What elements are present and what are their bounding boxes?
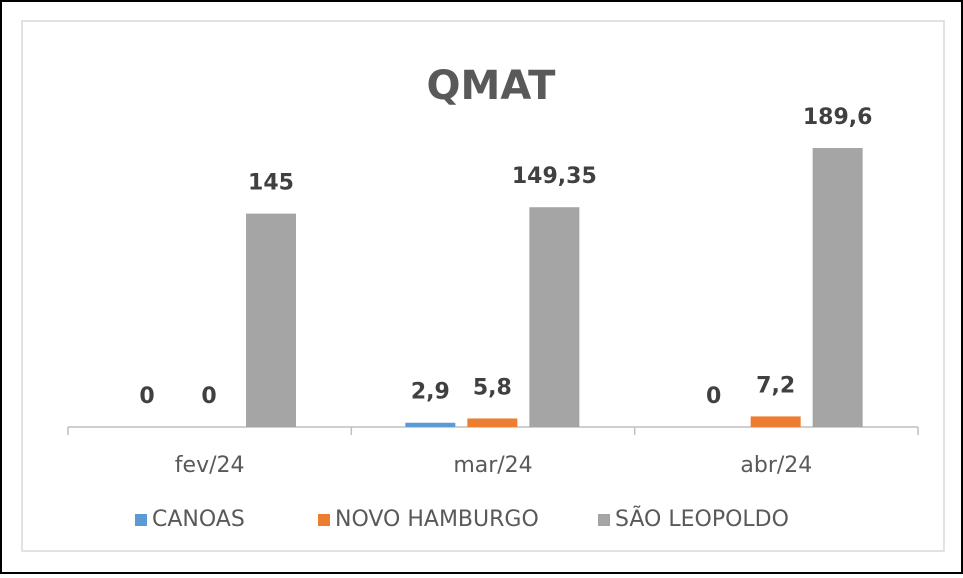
data-label: 2,9 <box>411 380 450 405</box>
data-label: 0 <box>139 384 154 409</box>
chart-border <box>21 20 945 552</box>
legend-swatch <box>598 514 610 526</box>
chart-title: QMAT <box>427 63 557 109</box>
data-label: 189,6 <box>803 105 873 130</box>
legend-swatch <box>135 514 147 526</box>
bar <box>750 416 801 427</box>
x-tick-label: mar/24 <box>453 453 532 478</box>
legend-label: CANOAS <box>152 507 245 532</box>
data-label: 0 <box>706 384 721 409</box>
legend-label: NOVO HAMBURGO <box>335 507 539 532</box>
legend-label: SÃO LEOPOLDO <box>615 505 789 532</box>
data-label: 7,2 <box>756 373 795 398</box>
data-label: 145 <box>248 171 294 196</box>
legend-swatch <box>318 514 330 526</box>
data-label: 0 <box>201 384 216 409</box>
bar <box>467 418 518 427</box>
bar <box>812 148 863 427</box>
bar <box>529 207 580 427</box>
x-tick-label: abr/24 <box>740 453 812 478</box>
bar <box>405 422 456 427</box>
bar <box>246 213 296 427</box>
x-tick-label: fev/24 <box>175 453 245 478</box>
data-label: 5,8 <box>473 375 512 400</box>
data-label: 149,35 <box>512 164 597 189</box>
